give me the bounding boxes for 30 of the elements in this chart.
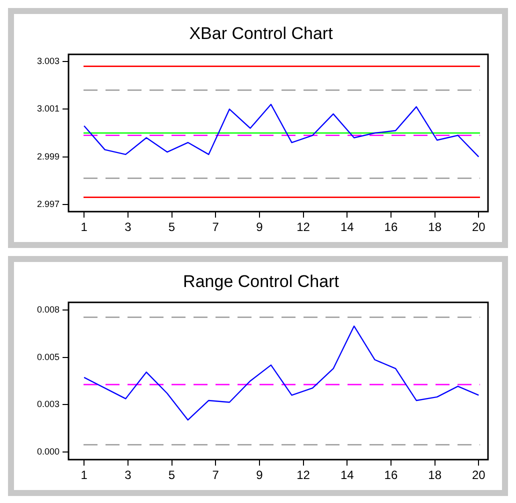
x-tick-label: 1: [80, 468, 88, 482]
x-tick-label: 5: [168, 220, 176, 234]
x-tick-label: 20: [472, 468, 486, 482]
y-tick-label: 0.008: [36, 304, 60, 315]
y-tick-label: 0.005: [36, 352, 60, 362]
x-tick-label: 20: [472, 220, 486, 234]
x-tick-label: 9: [256, 468, 264, 482]
y-tick-label: 3.003: [36, 56, 60, 66]
x-tick-label: 7: [212, 220, 220, 234]
x-tick-label: 5: [168, 468, 176, 482]
chart-title: XBar Control Chart: [189, 24, 334, 43]
x-tick-label: 3: [124, 220, 132, 234]
x-tick-label: 12: [296, 220, 310, 234]
x-tick-label: 18: [428, 468, 442, 482]
x-tick-label: 18: [428, 220, 442, 234]
x-tick-label: 1: [80, 220, 88, 234]
y-tick-label: 2.999: [36, 151, 60, 162]
y-tick-label: 0.000: [36, 446, 60, 456]
x-tick-label: 14: [340, 220, 354, 234]
x-tick-label: 14: [340, 468, 354, 482]
x-tick-label: 12: [296, 468, 310, 482]
chart-title: Range Control Chart: [183, 272, 340, 291]
x-tick-label: 16: [384, 220, 398, 234]
x-tick-label: 3: [124, 468, 132, 482]
x-tick-label: 16: [384, 468, 398, 482]
x-tick-label: 9: [256, 220, 264, 234]
x-tick-label: 7: [212, 468, 220, 482]
y-tick-label: 2.997: [36, 198, 60, 209]
y-tick-label: 3.001: [36, 104, 60, 114]
y-tick-label: 0.003: [36, 399, 60, 410]
